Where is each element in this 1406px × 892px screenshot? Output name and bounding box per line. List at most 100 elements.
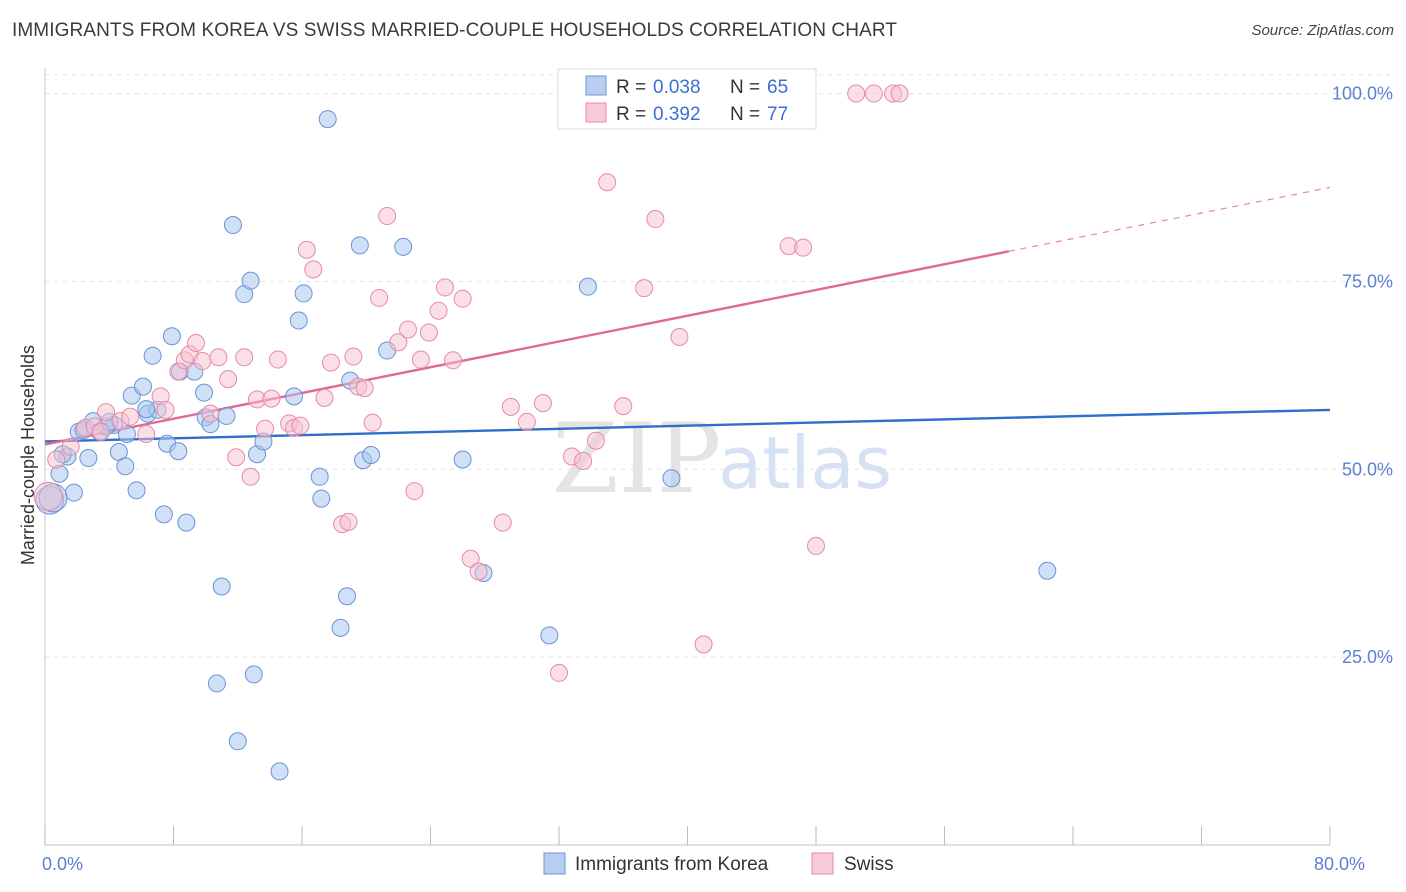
korea-point [228, 732, 247, 751]
swiss-point [156, 400, 175, 419]
swiss-point [493, 513, 512, 532]
swiss-point [598, 173, 617, 192]
korea-point [162, 327, 181, 346]
swiss-point [219, 370, 238, 389]
legend-swiss-n-value: 77 [767, 104, 788, 125]
bottom-legend-korea-label: Immigrants from Korea [575, 854, 769, 875]
swiss-point [235, 348, 254, 367]
korea-point [154, 505, 173, 524]
x-tick-label: 0.0% [42, 854, 83, 874]
swiss-point [193, 352, 212, 371]
swiss-point [315, 388, 334, 407]
swiss-point [262, 389, 281, 408]
swiss-point [291, 416, 310, 435]
legend-korea-swatch [585, 75, 607, 96]
swiss-trend-extension [1008, 186, 1331, 252]
y-tick-label: 25.0% [1342, 647, 1393, 667]
swiss-point [586, 431, 605, 450]
korea-point [137, 400, 156, 419]
korea-point [169, 442, 188, 461]
korea-point [289, 311, 308, 330]
korea-point [223, 216, 242, 235]
swiss-point [92, 422, 111, 441]
korea-point [217, 406, 236, 425]
swiss-point [435, 278, 454, 297]
axes-layer [44, 68, 1331, 846]
grid-layer [45, 74, 1390, 658]
bottom-legend-korea-swatch [543, 852, 566, 875]
swiss-point [443, 351, 462, 370]
legend-swiss-r-label: R = [616, 104, 646, 125]
swiss-point [670, 328, 689, 347]
swiss-point [389, 333, 408, 352]
swiss-point [378, 207, 397, 226]
swiss-point [186, 334, 205, 353]
korea-point [133, 377, 152, 396]
chart-source: Source: ZipAtlas.com [1251, 22, 1394, 39]
swiss-point [419, 323, 438, 342]
korea-point [143, 346, 162, 365]
legend-korea-r-label: R = [616, 77, 646, 98]
swiss-point [201, 404, 220, 423]
korea-point [284, 387, 303, 406]
swiss-point [297, 240, 316, 259]
swiss-point [614, 397, 633, 416]
x-tick-label: 80.0% [1314, 854, 1365, 874]
korea-point [241, 271, 260, 290]
korea-point [212, 577, 231, 596]
korea-point [394, 237, 413, 256]
swiss-point [694, 635, 713, 654]
korea-point [453, 450, 472, 469]
swiss-point [517, 412, 536, 431]
korea-point [540, 626, 559, 645]
legend-swiss-swatch [585, 102, 607, 123]
swiss-point [469, 562, 488, 581]
korea-point [195, 383, 214, 402]
korea-point [310, 467, 329, 486]
swiss-point [209, 348, 228, 367]
swiss-point [550, 663, 568, 682]
korea-point [337, 587, 356, 606]
swiss-point [33, 481, 63, 511]
korea-point [207, 674, 226, 693]
korea-point [116, 457, 135, 476]
korea-point [331, 618, 350, 637]
swiss-point [429, 301, 448, 320]
swiss-point [304, 260, 323, 279]
bottom-legend: Immigrants from Korea Swiss [543, 852, 894, 875]
swiss-point [461, 549, 480, 568]
swiss-point [646, 210, 665, 229]
swiss-point [864, 84, 883, 103]
swiss-point [399, 320, 418, 339]
swiss-point [890, 84, 909, 103]
legend-korea-n-value: 65 [767, 77, 788, 98]
legend-korea-r-value: 0.038 [653, 77, 701, 98]
swiss-point [344, 347, 363, 366]
swiss-point [339, 512, 358, 531]
legend-swiss-r-value: 0.392 [653, 104, 701, 125]
korea-point [64, 483, 83, 502]
swiss-point [241, 467, 260, 486]
korea-point [312, 489, 331, 508]
y-tick-label: 50.0% [1342, 459, 1393, 479]
swiss-point [411, 350, 430, 369]
korea-point [318, 110, 337, 129]
swiss-point [501, 397, 520, 416]
swiss-point [137, 424, 156, 443]
swiss-point [405, 482, 424, 501]
swiss-point [807, 536, 825, 555]
swiss-point [321, 353, 340, 372]
swiss-point [635, 279, 654, 298]
watermark: ZIP atlas [552, 403, 892, 515]
korea-point [270, 762, 289, 781]
korea-point [362, 445, 381, 464]
swiss-point [847, 84, 866, 103]
swiss-point [268, 350, 287, 369]
bottom-legend-swiss-label: Swiss [844, 854, 894, 875]
korea-point [127, 481, 146, 500]
y-tick-label: 100.0% [1332, 84, 1393, 104]
korea-point [1038, 561, 1057, 580]
korea-point [244, 665, 263, 684]
watermark-atlas: atlas [718, 421, 892, 505]
